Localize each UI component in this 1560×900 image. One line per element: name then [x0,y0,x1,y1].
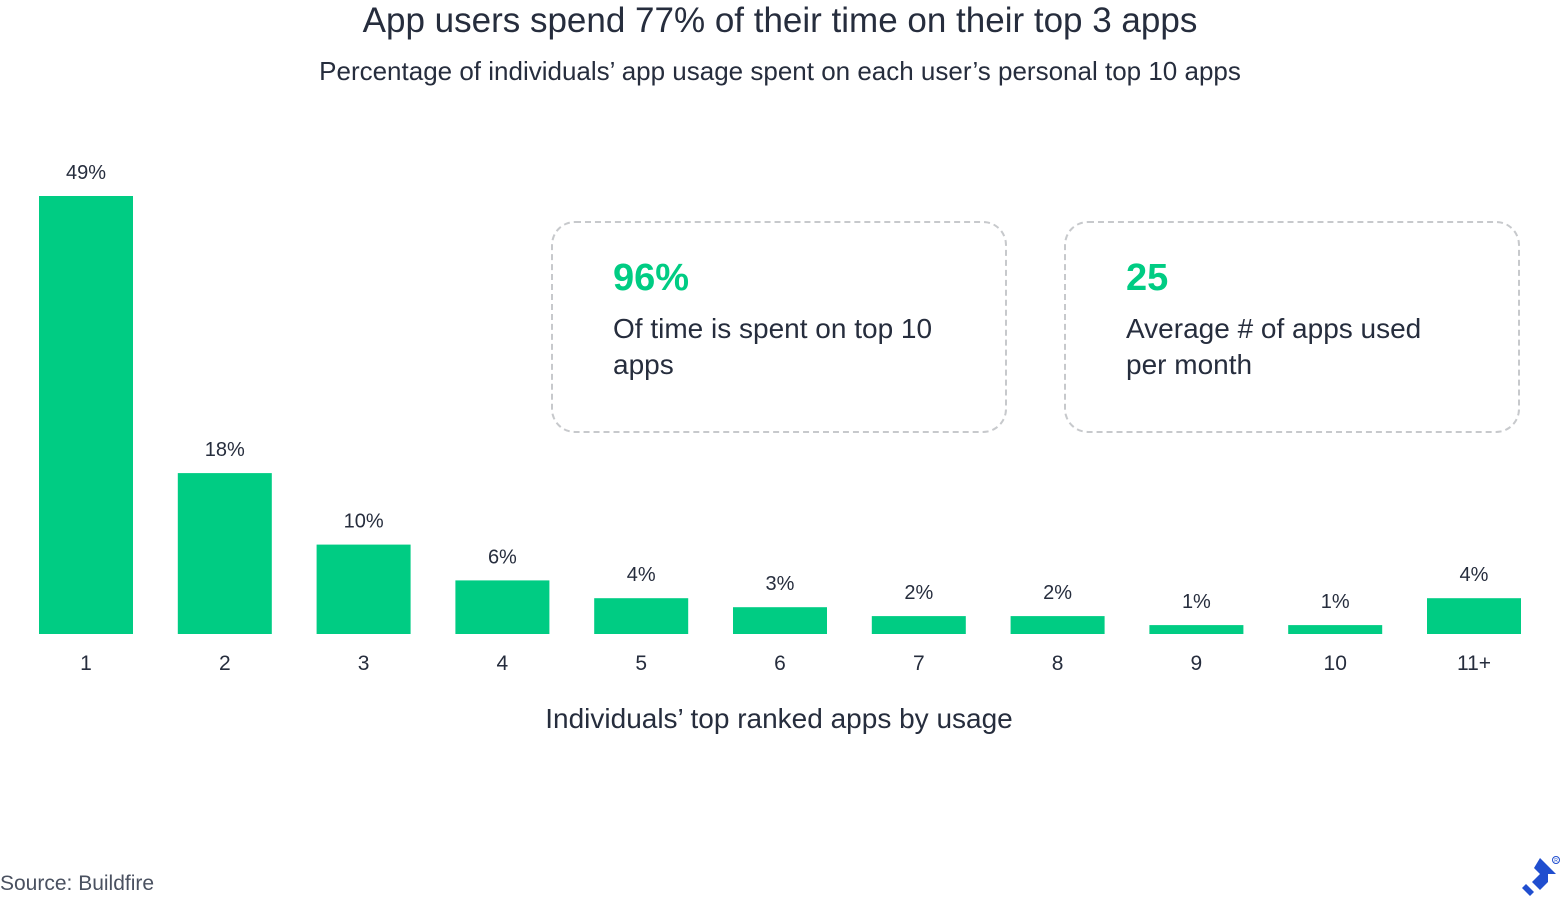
x-tick-label: 11+ [1457,652,1491,675]
bar-1 [39,196,133,634]
stat-label: Of time is spent on top 10 apps [613,313,933,380]
x-tick-label: 4 [497,652,509,675]
x-tick-label: 10 [1324,652,1347,675]
x-tick-label: 8 [1052,652,1064,675]
bar-chart: 49% 18% 10% 6% 4% 3% 2% 2% 1% 1% 4% 1 2 3 4 5 6 7 8 9 10 11+… [39,162,1521,734]
data-label: 2% [904,582,933,604]
data-label: 2% [1043,582,1072,604]
x-tick-label: 2 [219,652,231,675]
data-label: 6% [488,546,517,568]
bar-10 [1288,625,1383,634]
toptal-logo-icon: R [1522,856,1560,896]
bar-7 [871,616,966,634]
x-axis-label: Individuals’ top ranked apps by usage [545,703,1013,734]
data-label: 18% [205,439,245,461]
bar-5 [594,598,689,634]
bar-3 [316,544,411,634]
data-label: 4% [1460,564,1489,586]
x-tick-label: 6 [774,652,786,675]
data-label: 1% [1182,591,1211,613]
bar-8 [1010,616,1105,634]
bar-6 [733,607,827,634]
stat-card-apps-per-month: 25 Average # of apps used per month [1064,221,1520,433]
x-tick-label: 7 [913,652,925,675]
stat-label: Average # of apps used per month [1126,313,1422,380]
x-tick-label: 9 [1191,652,1203,675]
data-label: 1% [1321,591,1350,613]
chart-subtitle: Percentage of individuals’ app usage spe… [319,56,1241,86]
bar-4 [455,580,550,634]
source-note: Source: Buildfire [0,872,155,895]
x-tick-label: 3 [358,652,370,675]
data-label: 3% [766,573,795,595]
bar-9 [1149,625,1244,634]
x-tick-label: 1 [80,652,92,675]
logo-mark: R [1522,856,1560,896]
stat-value: 96% [613,257,690,299]
svg-text:R: R [1554,858,1558,864]
bar-2 [177,473,272,634]
chart-title: App users spend 77% of their time on the… [362,1,1198,40]
x-tick-labels-group: 1 2 3 4 5 6 7 8 9 10 11+ [80,652,1491,675]
stat-card-top10-share: 96% Of time is spent on top 10 apps [551,221,1007,433]
data-label: 4% [627,564,656,586]
data-labels-group: 49% 18% 10% 6% 4% 3% 2% 2% 1% 1% 4% [66,162,1489,613]
bars-group [39,196,1521,634]
bar-11+ [1427,598,1521,634]
data-label: 49% [66,162,106,184]
x-tick-label: 5 [635,652,647,675]
data-label: 10% [344,511,384,533]
stat-value: 25 [1126,257,1169,299]
